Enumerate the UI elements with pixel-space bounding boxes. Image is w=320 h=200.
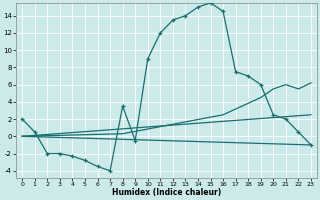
X-axis label: Humidex (Indice chaleur): Humidex (Indice chaleur): [112, 188, 221, 197]
